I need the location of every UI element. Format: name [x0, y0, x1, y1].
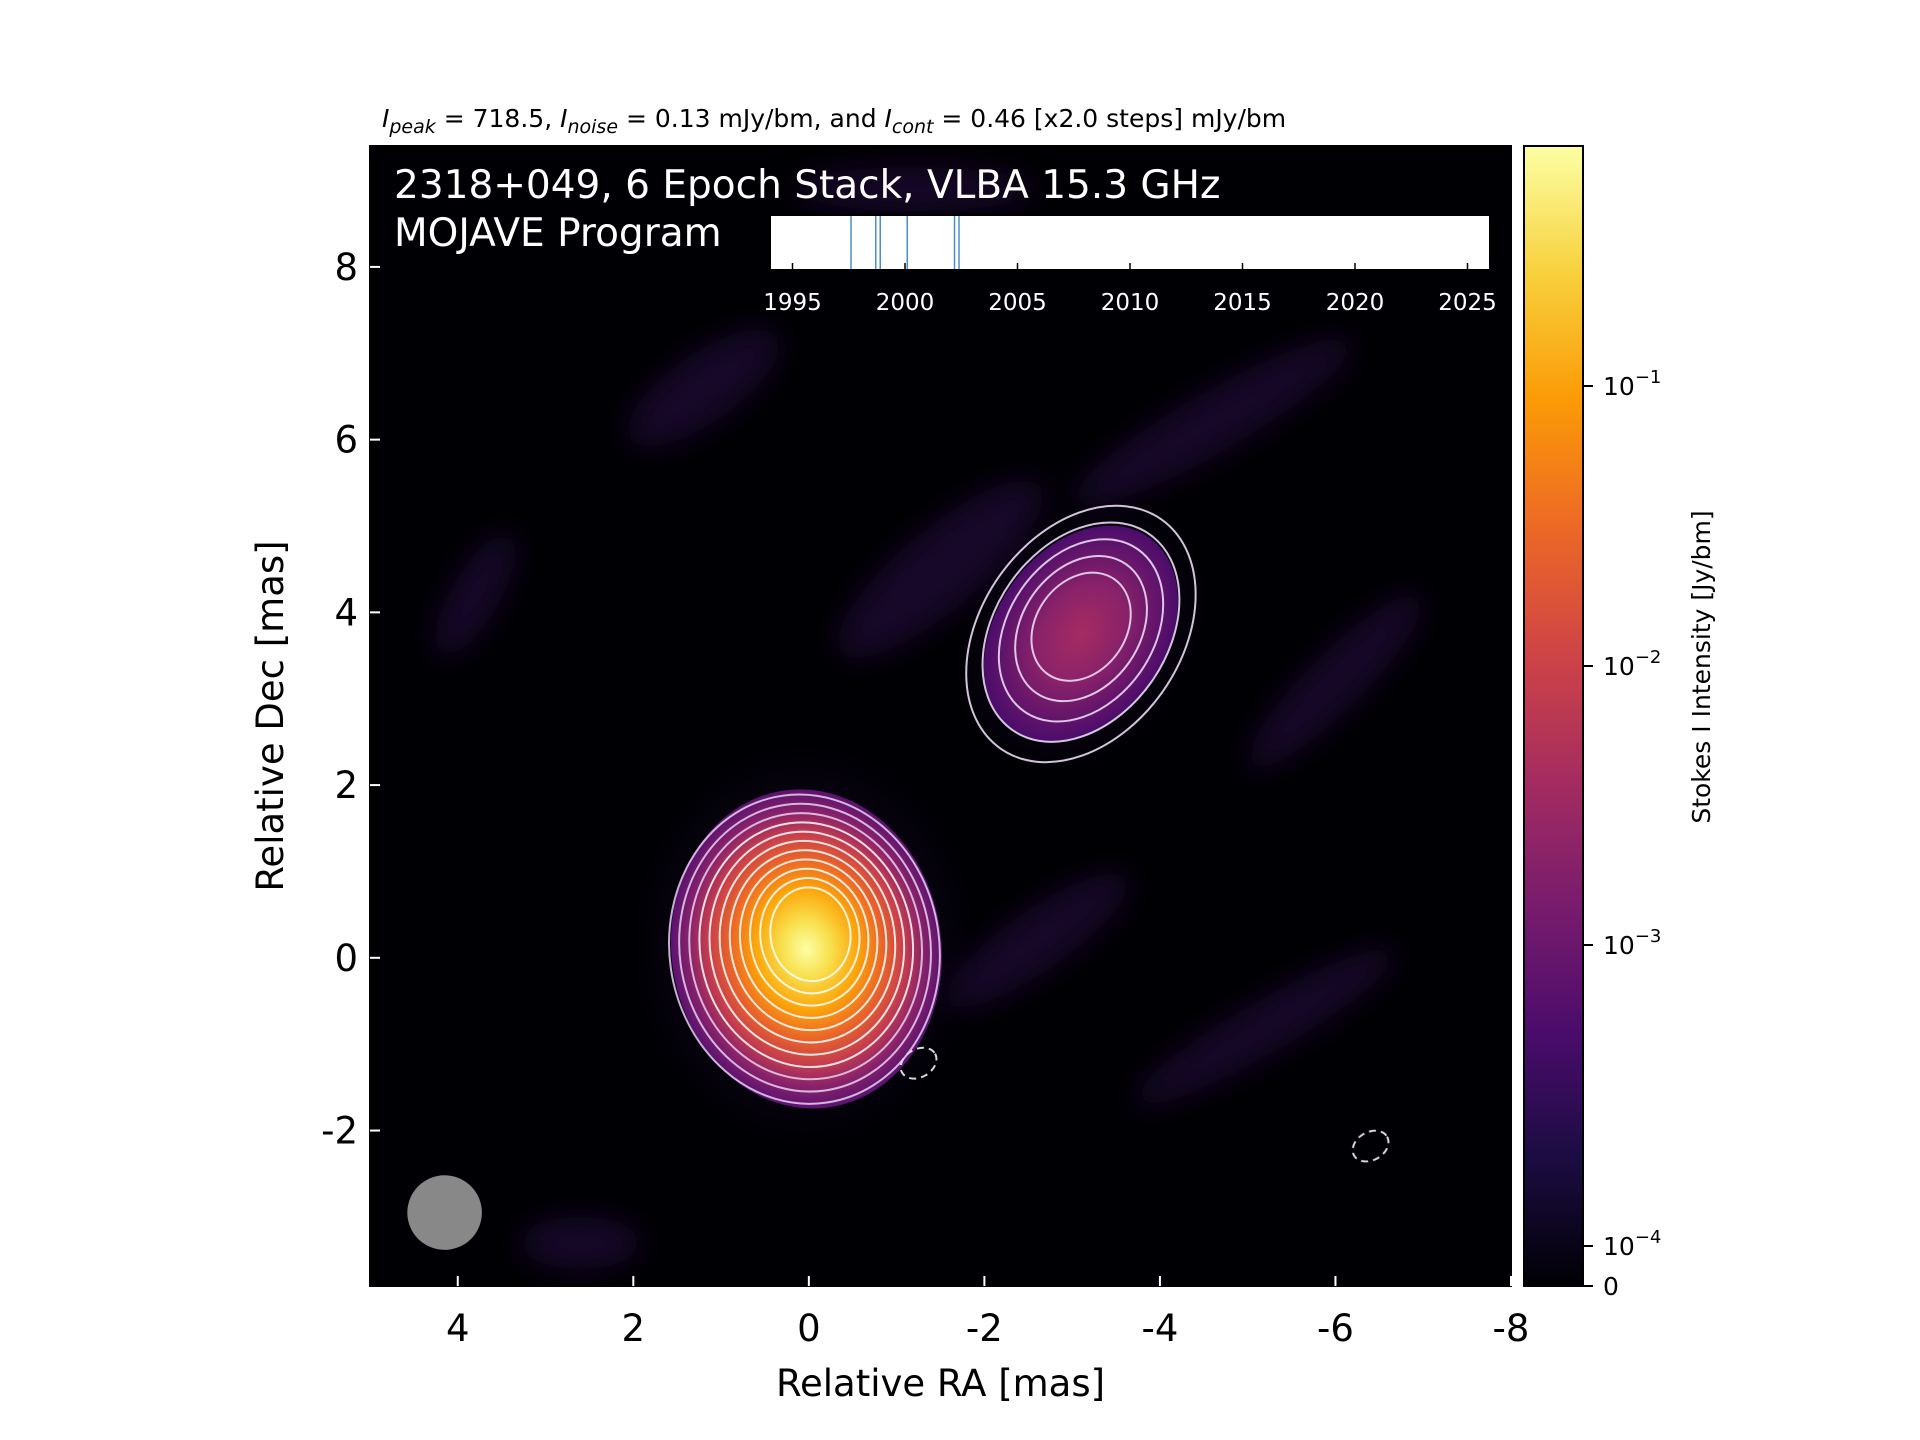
header-part: I [560, 104, 567, 133]
contour [997, 538, 1165, 723]
colorbar-tick-label: 10−2 [1603, 647, 1661, 681]
header-part: peak [388, 116, 436, 138]
negative-contour [899, 1046, 938, 1080]
timeline-tick-label: 2005 [988, 290, 1047, 316]
intensity-map [369, 145, 1512, 1287]
timeline-tick-label: 2025 [1438, 290, 1497, 316]
chart-title: 2318+049, 6 Epoch Stack, VLBA 15.3 GHz [394, 163, 1220, 208]
y-tick-label: 0 [334, 937, 358, 980]
x-axis-label: Relative RA [mas] [776, 1362, 1105, 1405]
header-part: I [885, 104, 892, 133]
header-part: noise [567, 116, 618, 138]
jet-component [953, 494, 1209, 774]
contour [668, 793, 941, 1105]
contour [698, 821, 915, 1068]
x-tick-label: 2 [622, 1307, 646, 1350]
y-tick-label: 4 [334, 591, 358, 634]
x-tick-label: -2 [966, 1307, 1003, 1350]
contour [1014, 554, 1148, 703]
x-tick-label: 4 [446, 1307, 470, 1350]
contour [728, 849, 888, 1032]
x-tick-label: -4 [1141, 1307, 1178, 1350]
y-tick-label: 8 [334, 246, 358, 289]
timeline-tick-label: 1995 [763, 290, 822, 316]
header-part: cont [892, 116, 935, 138]
core-emission [670, 789, 942, 1109]
timeline-tick-label: 2010 [1101, 290, 1160, 316]
y-axis: -2 0 2 4 6 8 [321, 246, 380, 1153]
colorbar-tick-label: 10−4 [1603, 1227, 1661, 1261]
chart-subtitle: MOJAVE Program [394, 211, 722, 256]
header-part: I [382, 104, 389, 133]
x-tick-label: -8 [1493, 1307, 1530, 1350]
header-part: = 0.46 [x2.0 steps] mJy/bm [933, 104, 1286, 133]
colorbar-tick-label: 10−3 [1603, 926, 1661, 960]
beam-ellipse [407, 1175, 482, 1250]
contour [718, 839, 897, 1044]
colorbar-tick-label: 10−1 [1603, 367, 1661, 401]
contour [688, 812, 924, 1081]
timeline-box [769, 214, 1491, 271]
header-part: = 718.5, [436, 104, 560, 133]
x-tick-label: -6 [1317, 1307, 1354, 1350]
contour [769, 886, 852, 983]
contour [965, 504, 1197, 764]
x-tick-label: 0 [797, 1307, 821, 1350]
colorbar-tick-label: 0 [1603, 1272, 1619, 1301]
timeline-tick-label: 2015 [1213, 290, 1272, 316]
y-tick-label: 6 [334, 419, 358, 462]
contour [759, 877, 861, 995]
contour [708, 830, 906, 1056]
contour [749, 867, 870, 1007]
contour [678, 802, 932, 1093]
header-statistics: Ipeak = 718.5, Inoise = 0.13 mJy/bm, and… [382, 104, 1286, 138]
contour [738, 858, 879, 1019]
contour [1030, 571, 1132, 682]
colorbar-gradient [1523, 145, 1584, 1287]
map-frame [369, 145, 1512, 1287]
timeline-tick-label: 2000 [876, 290, 935, 316]
core [629, 740, 980, 1151]
y-tick-label: 2 [334, 764, 358, 807]
header-part: = 0.13 mJy/bm, and [618, 104, 885, 133]
jet-emission [983, 525, 1179, 743]
negative-contour [1351, 1129, 1390, 1163]
y-axis-label: Relative Dec [mas] [249, 540, 292, 891]
y-tick-label: -2 [321, 1110, 358, 1153]
colorbar-label: Stokes I Intensity [Jy/bm] [1687, 510, 1716, 823]
epoch-timeline: 1995 2000 2005 2010 2015 2020 2025 [763, 214, 1497, 316]
timeline-tick-label: 2020 [1326, 290, 1385, 316]
colorbar: 0 10−4 10−3 10−2 10−1 [1523, 145, 1661, 1301]
contour [981, 521, 1181, 743]
x-axis: 4 2 0 -2 -4 -6 -8 [446, 1276, 1529, 1350]
background-emission [434, 167, 1423, 1269]
